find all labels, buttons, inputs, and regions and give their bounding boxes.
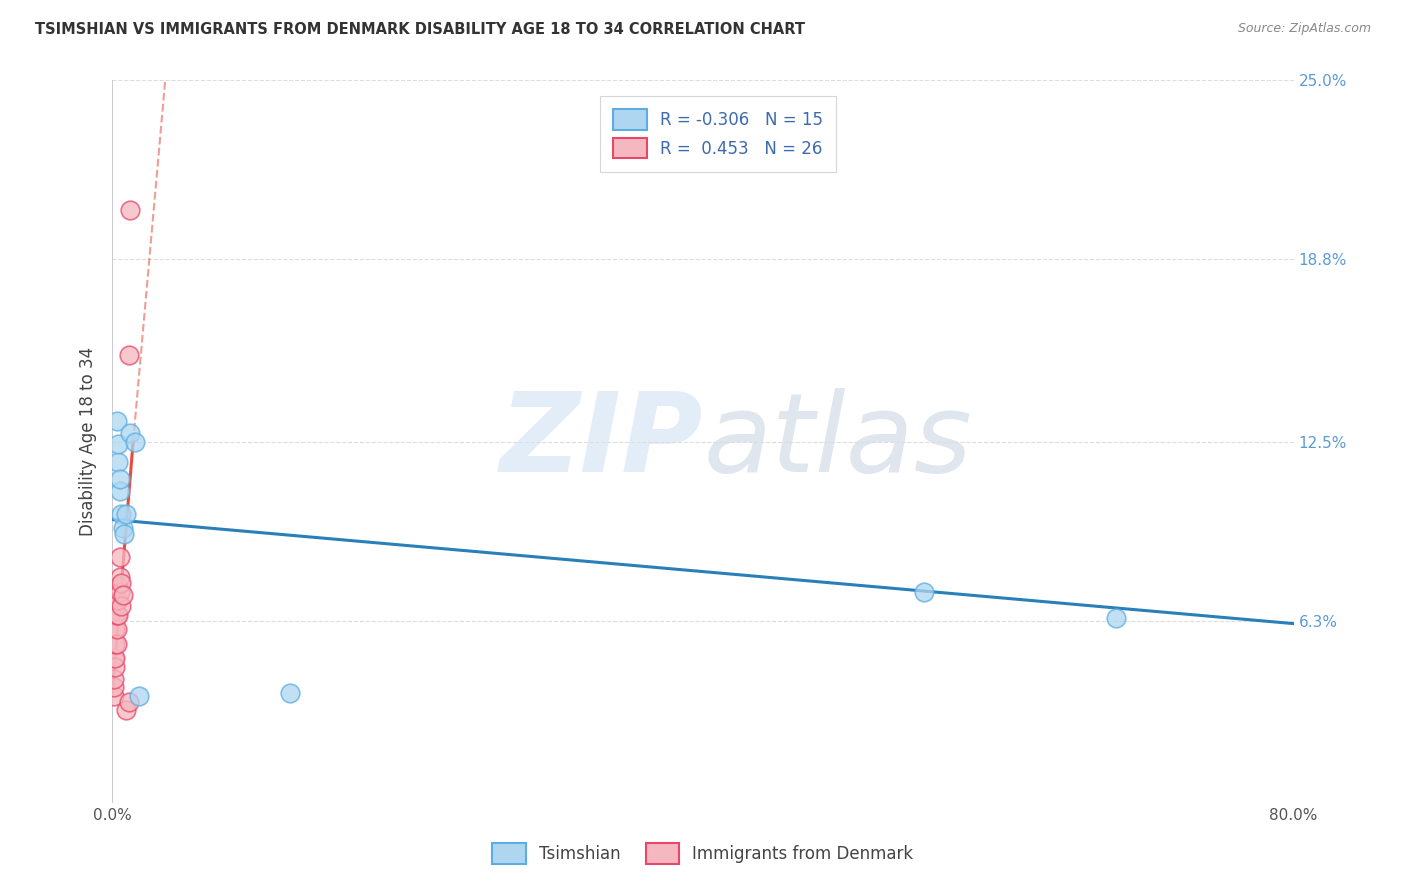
Text: TSIMSHIAN VS IMMIGRANTS FROM DENMARK DISABILITY AGE 18 TO 34 CORRELATION CHART: TSIMSHIAN VS IMMIGRANTS FROM DENMARK DIS… [35, 22, 806, 37]
Point [112, 527, 135, 541]
Point [107, 437, 129, 451]
Point [278, 686, 301, 700]
Point [114, 703, 136, 717]
Point [103, 680, 125, 694]
Point [1105, 611, 1128, 625]
Point [107, 455, 129, 469]
Point [108, 472, 131, 486]
Point [110, 507, 132, 521]
Text: Source: ZipAtlas.com: Source: ZipAtlas.com [1237, 22, 1371, 36]
Point [105, 414, 128, 428]
Point [107, 607, 129, 622]
Point [105, 593, 128, 607]
Point [104, 623, 127, 637]
Legend: Tsimshian, Immigrants from Denmark: Tsimshian, Immigrants from Denmark [486, 837, 920, 871]
Point [108, 550, 131, 565]
Point [118, 695, 141, 709]
Legend: R = -0.306   N = 15, R =  0.453   N = 26: R = -0.306 N = 15, R = 0.453 N = 26 [600, 95, 837, 171]
Y-axis label: Disability Age 18 to 34: Disability Age 18 to 34 [79, 347, 97, 536]
Point [108, 483, 131, 498]
Point [108, 570, 131, 584]
Point [105, 637, 128, 651]
Point [104, 660, 127, 674]
Text: ZIP: ZIP [499, 388, 703, 495]
Point [120, 203, 142, 218]
Point [120, 425, 142, 440]
Point [107, 593, 129, 607]
Point [107, 579, 129, 593]
Point [110, 599, 132, 614]
Point [111, 521, 134, 535]
Point [105, 607, 128, 622]
Point [114, 507, 136, 521]
Point [110, 576, 132, 591]
Point [118, 348, 141, 362]
Point [111, 588, 134, 602]
Point [104, 637, 127, 651]
Point [914, 584, 936, 599]
Point [104, 607, 127, 622]
Point [103, 672, 125, 686]
Point [108, 584, 131, 599]
Point [103, 689, 125, 703]
Text: atlas: atlas [703, 388, 972, 495]
Point [105, 623, 128, 637]
Point [103, 651, 125, 665]
Point [104, 651, 127, 665]
Point [128, 689, 150, 703]
Point [124, 434, 146, 449]
